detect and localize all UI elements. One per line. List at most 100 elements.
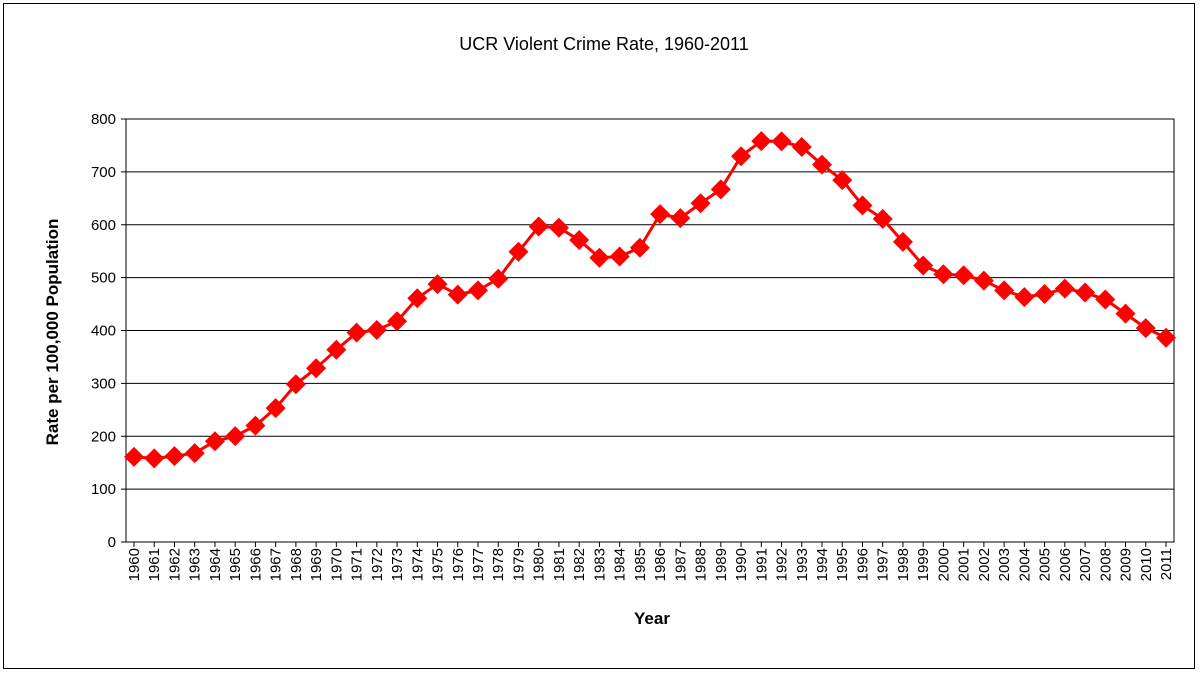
data-point-marker <box>771 131 792 152</box>
y-tick-labels: 0 100 200 300 400 500 600 700 800 <box>91 111 116 551</box>
x-tick-label: 2000 <box>935 548 952 581</box>
x-tick-label: 1978 <box>490 548 507 581</box>
data-point-marker <box>387 311 408 332</box>
data-point-marker <box>306 358 327 379</box>
x-tick-label: 1993 <box>794 548 811 581</box>
gridlines <box>126 118 1174 490</box>
data-point-marker <box>629 237 650 258</box>
x-tick-label: 1963 <box>187 548 204 581</box>
data-point-marker <box>913 255 934 276</box>
x-tick-label: 2009 <box>1118 548 1135 581</box>
y-tick-label: 800 <box>91 111 116 128</box>
data-point-marker <box>892 231 913 252</box>
data-point-marker <box>1054 278 1075 299</box>
x-tick-label: 2006 <box>1057 548 1074 581</box>
data-point-marker <box>184 443 205 464</box>
x-tick-label: 1964 <box>207 548 224 581</box>
x-tick-label: 2001 <box>956 548 973 581</box>
x-tick-label: 2008 <box>1097 548 1114 581</box>
data-point-marker <box>245 415 266 436</box>
x-tick-label: 1975 <box>430 548 447 581</box>
x-tick-label: 1985 <box>632 548 649 581</box>
data-point-marker <box>1075 282 1096 303</box>
data-point-marker <box>488 268 509 289</box>
x-tick-label: 2007 <box>1077 548 1094 581</box>
x-tick-label: 2003 <box>996 548 1013 581</box>
data-point-marker <box>670 208 691 229</box>
x-tick-label: 1983 <box>591 548 608 581</box>
data-point-marker <box>812 154 832 175</box>
data-point-marker <box>569 230 590 251</box>
x-tick-label: 1973 <box>389 548 406 581</box>
series-line <box>133 139 1167 460</box>
series-layer <box>124 131 1176 469</box>
data-point-marker <box>872 208 893 229</box>
y-tick-label: 700 <box>91 164 116 181</box>
x-tick-label: 1962 <box>166 548 183 581</box>
data-point-marker <box>1034 284 1055 305</box>
x-tick-label: 1992 <box>774 548 791 581</box>
chart-frame: 0 100 200 300 400 500 600 700 800 1960 1961 1962 19… <box>3 3 1195 669</box>
y-tick-label: 400 <box>91 323 116 340</box>
data-point-marker <box>852 195 873 216</box>
x-tick-label: 1966 <box>247 548 264 581</box>
x-tick-label: 1974 <box>409 548 426 581</box>
data-point-marker <box>346 322 367 343</box>
data-point-marker <box>265 398 286 419</box>
data-point-marker <box>1135 318 1156 339</box>
x-tick-label: 1977 <box>470 548 487 581</box>
x-tick-label: 1991 <box>753 548 770 581</box>
y-axis-title: Rate per 100,000 Population <box>43 219 62 446</box>
x-tick-label: 1981 <box>551 548 568 581</box>
data-point-marker <box>832 170 853 191</box>
y-tick-label: 200 <box>91 428 116 445</box>
x-tick-label: 1976 <box>450 548 467 581</box>
y-tick-label: 0 <box>108 534 116 551</box>
data-point-marker <box>1156 327 1176 348</box>
data-point-marker <box>973 270 994 291</box>
x-tick-label: 1988 <box>693 548 710 581</box>
data-point-marker <box>751 131 772 152</box>
x-tick-label: 1995 <box>834 548 851 581</box>
data-point-marker <box>407 288 428 309</box>
x-tick-label: 1979 <box>510 548 527 581</box>
x-tick-label: 1998 <box>895 548 912 581</box>
x-tick-label: 1982 <box>571 548 588 581</box>
x-axis-title: Year <box>634 609 670 628</box>
x-tick-label: 1997 <box>875 548 892 581</box>
x-tick-label: 2010 <box>1138 548 1155 581</box>
x-tick-label: 1965 <box>227 548 244 581</box>
data-point-marker <box>164 446 185 467</box>
x-tick-label: 1960 <box>126 548 143 581</box>
data-point-marker <box>468 280 488 301</box>
x-tick-label: 1971 <box>349 548 366 581</box>
x-tick-label: 1967 <box>268 548 285 581</box>
chart-title: UCR Violent Crime Rate, 1960-2011 <box>459 34 748 54</box>
x-tick-label: 1984 <box>612 548 629 581</box>
data-point-marker <box>933 264 954 285</box>
data-point-marker <box>710 179 731 200</box>
x-tick-label: 1961 <box>146 548 163 581</box>
x-tick-label: 1972 <box>369 548 386 581</box>
data-point-marker <box>731 146 752 167</box>
data-point-marker <box>427 274 448 295</box>
data-point-marker <box>528 216 549 237</box>
x-tick-label: 1999 <box>915 548 932 581</box>
x-tick-label: 1980 <box>531 548 548 581</box>
data-point-marker <box>953 265 974 286</box>
data-point-marker <box>690 193 711 214</box>
data-point-marker <box>609 246 630 267</box>
x-tick-label: 2002 <box>976 548 993 581</box>
x-tick-label: 1990 <box>733 548 750 581</box>
x-tick-label: 2004 <box>1016 548 1033 581</box>
y-tick-label: 100 <box>91 481 116 498</box>
data-point-marker <box>589 247 610 268</box>
plot-area-border <box>125 118 1175 543</box>
y-tick-label: 500 <box>91 270 116 287</box>
data-point-marker <box>447 284 468 305</box>
x-tick-label: 2011 <box>1158 548 1175 580</box>
data-point-marker <box>650 204 671 225</box>
data-point-marker <box>204 431 225 452</box>
x-tick-label: 1996 <box>854 548 871 581</box>
